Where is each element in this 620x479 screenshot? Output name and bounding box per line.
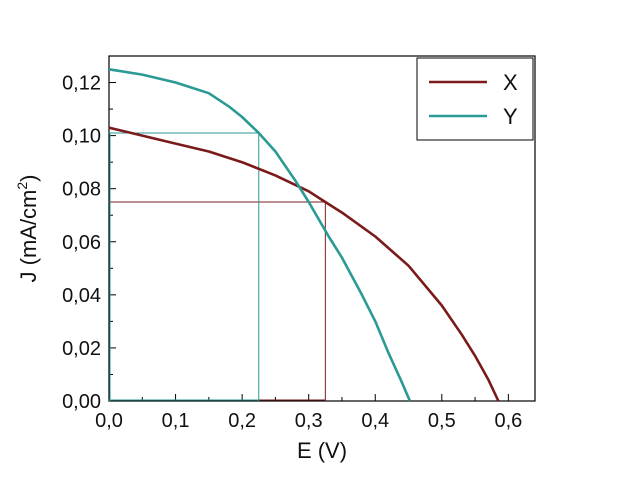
y-tick-label: 0,02 bbox=[62, 338, 101, 360]
y-tick-label: 0,10 bbox=[62, 126, 101, 148]
legend-label-x: X bbox=[503, 70, 518, 95]
y-axis-title-superscript: 2 bbox=[14, 182, 30, 190]
legend-label-y: Y bbox=[503, 104, 518, 129]
x-tick-label: 0,5 bbox=[428, 410, 456, 432]
y-tick-label: 0,04 bbox=[62, 285, 101, 307]
legend-box bbox=[416, 57, 534, 141]
x-tick-label: 0,3 bbox=[295, 410, 323, 432]
x-tick-label: 0,4 bbox=[361, 410, 389, 432]
y-tick-label: 0,00 bbox=[62, 391, 101, 413]
y-axis-title-close: ) bbox=[16, 174, 41, 181]
x-tick-label: 0,6 bbox=[494, 410, 522, 432]
x-tick-label: 0,2 bbox=[228, 410, 256, 432]
y-tick-label: 0,06 bbox=[62, 232, 101, 254]
y-tick-label: 0,12 bbox=[62, 73, 101, 95]
x-tick-label: 0,0 bbox=[95, 410, 123, 432]
y-axis-title: J (mA/cm2) bbox=[14, 174, 41, 282]
y-axis-title-main: J (mA/cm bbox=[16, 190, 41, 283]
series-line-x bbox=[108, 126, 500, 402]
series-line-y bbox=[108, 68, 412, 402]
x-tick-label: 0,1 bbox=[162, 410, 190, 432]
x-axis-title: E (V) bbox=[297, 438, 347, 463]
y-tick-label: 0,08 bbox=[62, 179, 101, 201]
plot-frame bbox=[108, 55, 536, 402]
